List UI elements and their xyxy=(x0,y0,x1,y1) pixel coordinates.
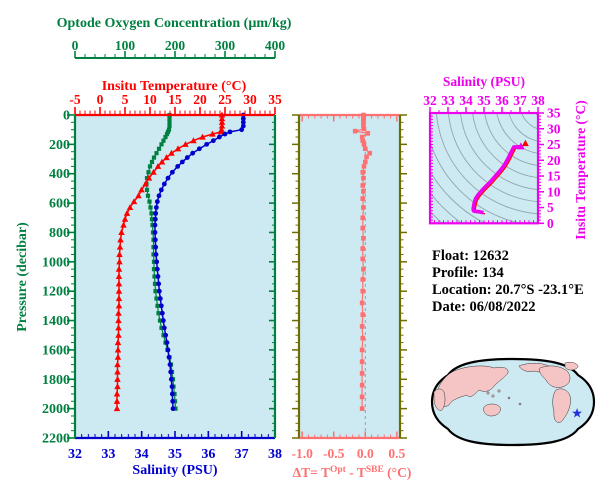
svg-text:36: 36 xyxy=(201,447,215,462)
svg-text:33: 33 xyxy=(441,93,455,108)
svg-text:0: 0 xyxy=(547,216,554,231)
info-line: Location: 20.7°S -23.1°E xyxy=(432,282,584,298)
axes-and-ticks xyxy=(67,51,544,440)
profile-curves xyxy=(113,111,529,412)
salinity-axis-title: Salinity (PSU) xyxy=(132,463,218,478)
float-location-star-icon xyxy=(572,408,582,418)
svg-text:800: 800 xyxy=(49,226,70,241)
pressure-axis-title: Pressure (decibar) xyxy=(15,222,30,332)
svg-text:0: 0 xyxy=(63,109,70,124)
svg-text:5: 5 xyxy=(122,92,129,107)
svg-text:200: 200 xyxy=(165,38,186,53)
svg-text:-1.0: -1.0 xyxy=(291,446,313,461)
svg-text:0.0: 0.0 xyxy=(357,446,374,461)
svg-text:0.5: 0.5 xyxy=(388,446,405,461)
svg-text:15: 15 xyxy=(547,169,561,184)
svg-text:1200: 1200 xyxy=(42,285,70,300)
svg-text:32: 32 xyxy=(68,447,82,462)
svg-text:38: 38 xyxy=(531,93,545,108)
info-line: Float: 12632 xyxy=(432,248,509,264)
svg-text:5: 5 xyxy=(547,200,554,215)
svg-text:38: 38 xyxy=(268,447,282,462)
svg-text:-5: -5 xyxy=(69,92,80,107)
svg-text:20: 20 xyxy=(193,92,207,107)
svg-text:30: 30 xyxy=(547,121,561,136)
svg-text:34: 34 xyxy=(459,93,473,108)
ts-salinity-axis-title: Salinity (PSU) xyxy=(443,74,525,89)
svg-text:0: 0 xyxy=(72,38,79,53)
info-line: Date: 06/08/2022 xyxy=(432,299,536,315)
svg-text:10: 10 xyxy=(547,184,561,199)
svg-text:25: 25 xyxy=(218,92,232,107)
svg-text:1800: 1800 xyxy=(42,373,70,388)
svg-text:1000: 1000 xyxy=(42,255,70,270)
svg-text:300: 300 xyxy=(215,38,236,53)
svg-text:2000: 2000 xyxy=(42,402,70,417)
svg-text:25: 25 xyxy=(547,137,561,152)
svg-text:35: 35 xyxy=(477,93,491,108)
svg-text:2200: 2200 xyxy=(42,432,70,447)
svg-text:0: 0 xyxy=(97,92,104,107)
svg-text:400: 400 xyxy=(49,167,70,182)
svg-text:34: 34 xyxy=(135,447,149,462)
svg-text:30: 30 xyxy=(243,92,257,107)
svg-text:200: 200 xyxy=(49,138,70,153)
delta-t-axis-title: ΔT= TOpt - TSBE (°C) xyxy=(293,465,412,480)
map-landmasses xyxy=(433,361,579,423)
svg-text:35: 35 xyxy=(547,106,561,121)
svg-text:35: 35 xyxy=(268,92,282,107)
svg-text:37: 37 xyxy=(235,447,249,462)
svg-text:600: 600 xyxy=(49,197,70,212)
svg-text:-0.5: -0.5 xyxy=(323,446,345,461)
svg-text:100: 100 xyxy=(115,38,136,53)
oxygen-axis-title: Optode Oxygen Concentration (µm/kg) xyxy=(57,16,292,31)
svg-text:400: 400 xyxy=(265,38,286,53)
svg-text:35: 35 xyxy=(168,447,182,462)
world-map xyxy=(430,357,596,447)
svg-text:10: 10 xyxy=(143,92,157,107)
svg-text:20: 20 xyxy=(547,153,561,168)
svg-text:32: 32 xyxy=(423,93,437,108)
temperature-axis-title: Insitu Temperature (°C) xyxy=(102,79,247,94)
svg-text:36: 36 xyxy=(495,93,509,108)
svg-text:1400: 1400 xyxy=(42,314,70,329)
info-line: Profile: 134 xyxy=(432,265,504,281)
svg-text:37: 37 xyxy=(513,93,527,108)
svg-text:15: 15 xyxy=(168,92,182,107)
ts-temperature-axis-title: Insitu Temperature (°C) xyxy=(573,100,588,239)
svg-text:33: 33 xyxy=(101,447,115,462)
svg-text:1600: 1600 xyxy=(42,343,70,358)
